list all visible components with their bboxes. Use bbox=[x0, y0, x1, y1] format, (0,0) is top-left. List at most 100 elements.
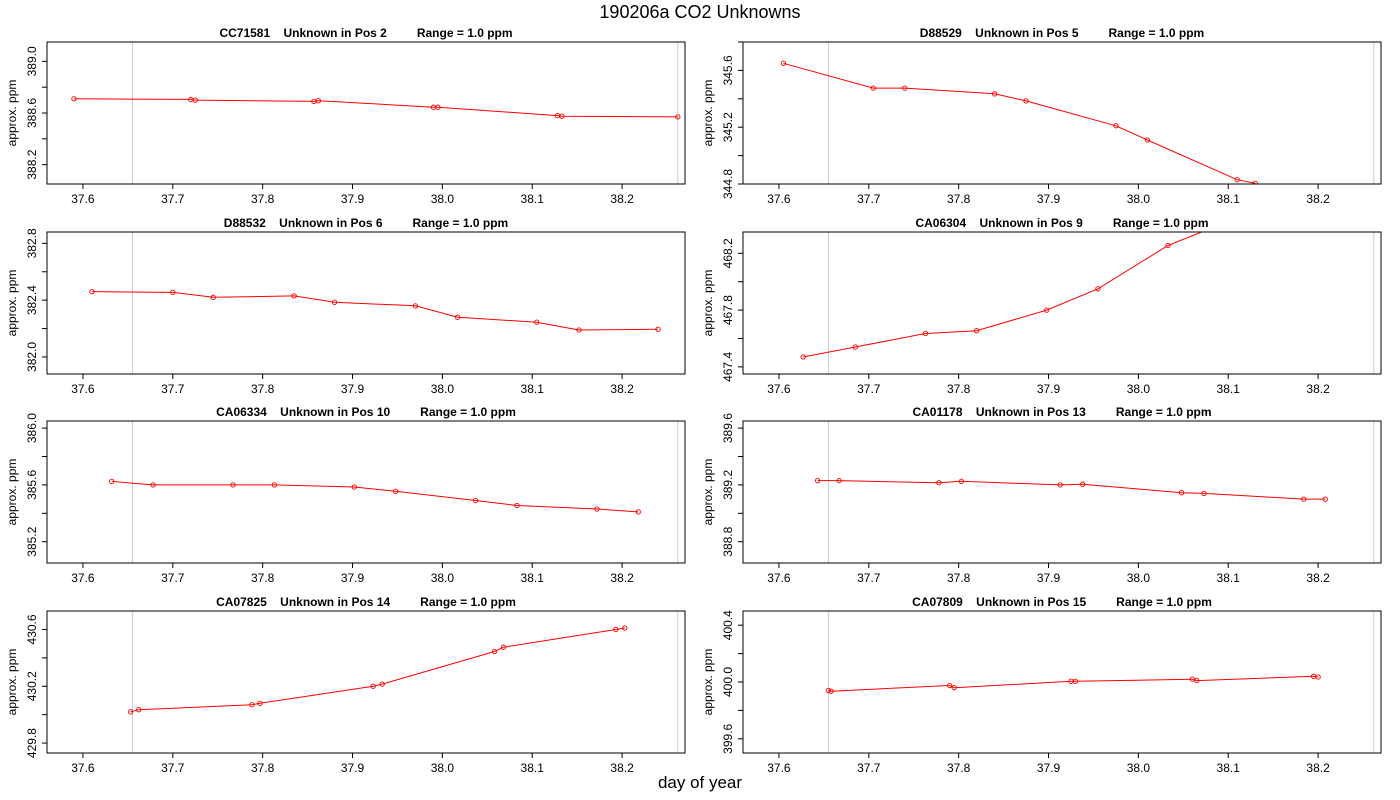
chart-panel: CA01178 Unknown in Pos 13 Range = 1.0 pp… bbox=[701, 405, 1382, 585]
x-tick-label: 37.6 bbox=[71, 761, 95, 775]
page-title: 190206a CO2 Unknowns bbox=[599, 2, 801, 22]
data-point bbox=[435, 104, 441, 110]
x-tick-label: 38.2 bbox=[610, 192, 634, 206]
y-tick-label: 468.2 bbox=[721, 238, 735, 268]
x-tick-label: 37.8 bbox=[251, 761, 275, 775]
data-point bbox=[109, 478, 115, 484]
series-line bbox=[111, 480, 639, 513]
y-axis-label: approx. ppm bbox=[701, 270, 715, 337]
data-point bbox=[902, 85, 908, 91]
data-point bbox=[1023, 98, 1029, 104]
chart-panel: CA06304 Unknown in Pos 9 Range = 1.0 ppm… bbox=[701, 216, 1382, 396]
panel-title: CA06334 Unknown in Pos 10 Range = 1.0 pp… bbox=[216, 405, 516, 419]
data-point bbox=[936, 480, 942, 486]
x-tick-label: 37.9 bbox=[341, 382, 365, 396]
data-point bbox=[1252, 180, 1258, 184]
y-tick-label: 344.8 bbox=[721, 169, 735, 199]
series-line bbox=[828, 675, 1319, 692]
data-point bbox=[622, 625, 628, 631]
plot-frame bbox=[742, 41, 1382, 185]
y-axis-label: approx. ppm bbox=[5, 270, 19, 337]
x-tick-label: 38.0 bbox=[431, 192, 455, 206]
y-tick-label: 382.0 bbox=[25, 342, 39, 372]
data-point bbox=[814, 477, 821, 484]
x-tick-label: 37.8 bbox=[947, 761, 971, 775]
data-point bbox=[1201, 490, 1207, 497]
data-point bbox=[1057, 482, 1063, 488]
data-point bbox=[1080, 481, 1086, 487]
data-point bbox=[534, 319, 540, 325]
data-point bbox=[127, 709, 134, 715]
data-point bbox=[958, 478, 965, 484]
x-tick-label: 38.1 bbox=[521, 571, 545, 585]
x-tick-label: 38.1 bbox=[521, 382, 545, 396]
y-tick-label: 382.4 bbox=[25, 285, 39, 315]
x-tick-label: 38.0 bbox=[1127, 571, 1151, 585]
data-point bbox=[825, 687, 832, 694]
y-tick-label: 345.6 bbox=[721, 55, 735, 85]
data-point bbox=[1234, 177, 1240, 183]
panel-title: CA07825 Unknown in Pos 14 Range = 1.0 pp… bbox=[216, 595, 516, 609]
x-tick-label: 37.6 bbox=[71, 382, 95, 396]
panel-title: D88532 Unknown in Pos 6 Range = 1.0 ppm bbox=[224, 216, 508, 230]
data-point bbox=[230, 482, 236, 488]
series-line bbox=[91, 291, 659, 331]
y-tick-label: 429.8 bbox=[25, 728, 39, 758]
x-tick-label: 37.6 bbox=[71, 192, 95, 206]
chart-panel: CA07825 Unknown in Pos 14 Range = 1.0 pp… bbox=[5, 595, 686, 775]
panel-title: CA06304 Unknown in Pos 9 Range = 1.0 ppm bbox=[915, 216, 1208, 230]
data-point bbox=[1217, 223, 1221, 227]
data-point bbox=[576, 327, 582, 333]
data-point bbox=[1322, 496, 1328, 502]
data-point bbox=[836, 477, 842, 484]
data-point bbox=[780, 60, 787, 66]
x-tick-label: 37.8 bbox=[251, 382, 275, 396]
x-tick-label: 37.8 bbox=[947, 192, 971, 206]
plot-frame bbox=[46, 420, 686, 564]
x-tick-label: 37.9 bbox=[1037, 571, 1061, 585]
data-point bbox=[257, 700, 263, 706]
x-tick-label: 38.0 bbox=[431, 571, 455, 585]
plot-frame bbox=[742, 420, 1382, 564]
y-axis-label: approx. ppm bbox=[701, 649, 715, 716]
x-axis-label: day of year bbox=[657, 773, 743, 792]
data-point bbox=[150, 482, 156, 488]
plot-frame bbox=[742, 231, 1382, 375]
data-point bbox=[800, 354, 806, 360]
y-tick-label: 388.8 bbox=[721, 526, 735, 556]
x-tick-label: 37.8 bbox=[947, 382, 971, 396]
data-point bbox=[852, 344, 858, 350]
x-tick-label: 38.0 bbox=[1127, 761, 1151, 775]
data-point bbox=[559, 113, 565, 119]
x-tick-label: 37.7 bbox=[161, 192, 185, 206]
y-tick-label: 400.0 bbox=[721, 667, 735, 697]
data-point bbox=[1072, 678, 1079, 684]
x-tick-label: 37.7 bbox=[857, 571, 881, 585]
data-point bbox=[828, 688, 834, 694]
x-tick-label: 37.6 bbox=[767, 382, 791, 396]
x-tick-label: 38.1 bbox=[521, 761, 545, 775]
y-tick-label: 382.8 bbox=[25, 228, 39, 258]
x-tick-label: 37.8 bbox=[251, 192, 275, 206]
x-tick-label: 37.7 bbox=[161, 571, 185, 585]
data-point bbox=[393, 488, 399, 494]
x-tick-label: 38.2 bbox=[1306, 192, 1330, 206]
x-tick-label: 37.6 bbox=[71, 571, 95, 585]
x-tick-label: 37.9 bbox=[1037, 761, 1061, 775]
panel-title: D88529 Unknown in Pos 5 Range = 1.0 ppm bbox=[920, 26, 1204, 40]
data-point bbox=[594, 506, 600, 512]
data-point bbox=[1113, 123, 1119, 129]
data-point bbox=[379, 681, 385, 687]
data-point bbox=[249, 702, 255, 708]
x-tick-label: 37.7 bbox=[161, 382, 185, 396]
data-point bbox=[1165, 242, 1171, 249]
x-tick-label: 37.6 bbox=[767, 192, 791, 206]
data-point bbox=[514, 502, 520, 509]
x-tick-label: 37.7 bbox=[857, 761, 881, 775]
data-point bbox=[500, 644, 507, 650]
data-point bbox=[331, 299, 338, 305]
y-tick-label: 389.0 bbox=[25, 46, 39, 76]
data-point bbox=[675, 114, 681, 120]
data-point bbox=[1301, 496, 1307, 502]
